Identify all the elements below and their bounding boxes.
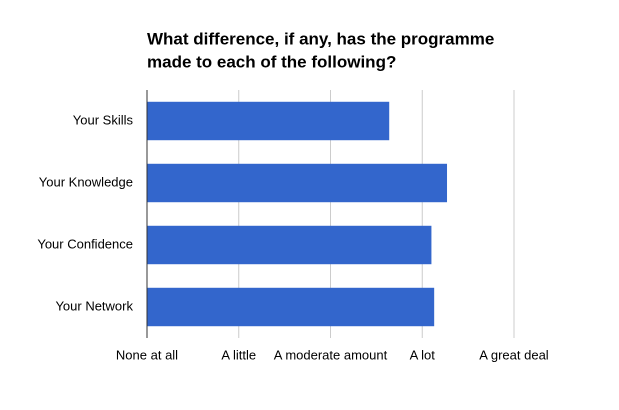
chart-title: What difference, if any, has the program… <box>147 29 494 48</box>
x-tick-label: A moderate amount <box>274 347 388 362</box>
bar <box>147 225 432 265</box>
bar <box>147 163 448 203</box>
x-tick-label: A little <box>221 347 256 362</box>
bar <box>147 101 390 141</box>
x-tick-label: A great deal <box>479 347 548 362</box>
x-tick-label: None at all <box>116 347 178 362</box>
y-tick-label: Your Network <box>55 298 133 313</box>
chart-title: made to each of the following? <box>147 52 396 71</box>
y-tick-label: Your Confidence <box>37 236 133 251</box>
y-tick-label: Your Skills <box>73 112 134 127</box>
x-tick-label: A lot <box>410 347 436 362</box>
y-tick-label: Your Knowledge <box>39 174 133 189</box>
bar <box>147 287 435 327</box>
